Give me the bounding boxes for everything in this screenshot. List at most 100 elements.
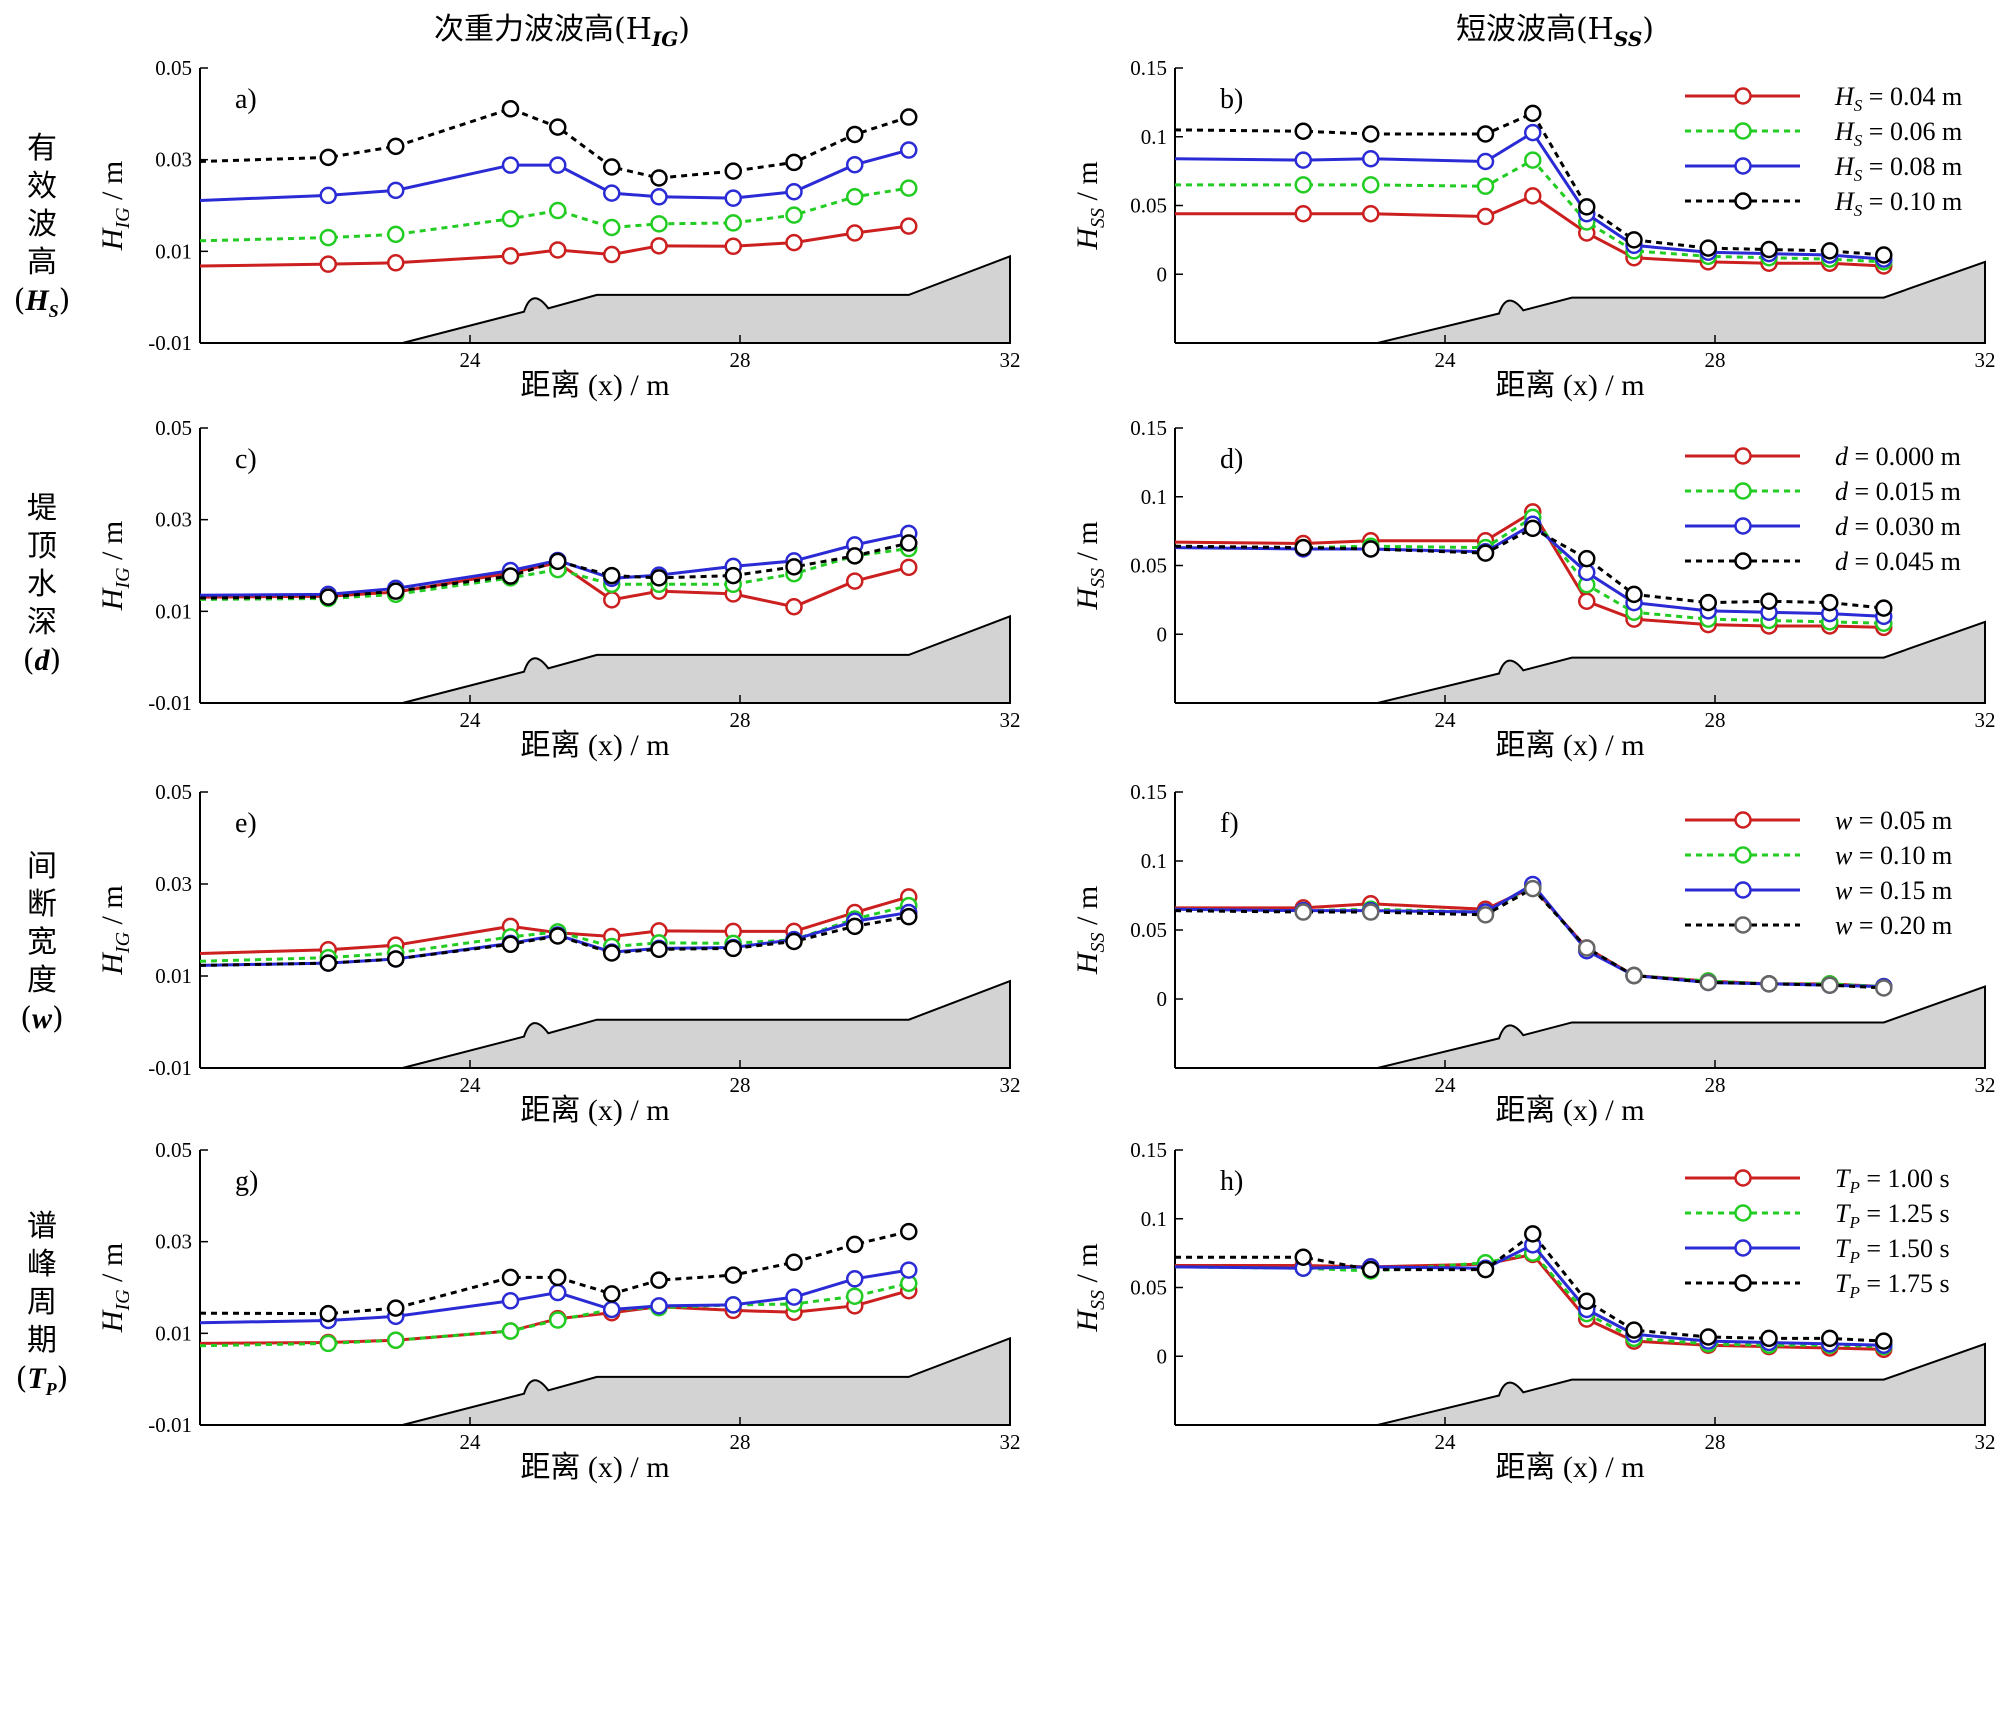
legend-label: TP = 1.00 s <box>1835 1164 1950 1197</box>
data-point <box>1476 906 1495 924</box>
data-point <box>603 591 621 609</box>
data-point <box>549 156 567 174</box>
data-point <box>501 567 520 585</box>
data-point <box>724 162 742 180</box>
legend-label: d = 0.045 m <box>1835 547 1961 576</box>
data-point <box>1699 973 1717 992</box>
right-title-text: 短波波高(H <box>1455 12 1614 47</box>
left-title-sub: IG <box>651 27 679 51</box>
data-point <box>1699 239 1717 257</box>
y-tick-label: 0.05 <box>155 780 192 804</box>
seabed-profile <box>402 254 1011 344</box>
data-point <box>1294 1248 1312 1266</box>
series-line-4 <box>1174 526 1884 610</box>
data-point <box>549 552 567 571</box>
data-point <box>1524 879 1542 898</box>
data-point <box>1294 538 1312 557</box>
panel-label: f) <box>1220 808 1239 839</box>
series-line-2 <box>199 1281 910 1348</box>
data-point <box>650 1297 668 1315</box>
data-point <box>900 141 918 159</box>
data-point <box>650 940 668 959</box>
data-point <box>319 186 337 205</box>
data-point <box>1362 1260 1380 1279</box>
data-point <box>387 254 405 272</box>
data-point <box>846 547 864 565</box>
legend-label: w = 0.10 m <box>1835 841 1952 870</box>
data-point <box>900 1261 918 1279</box>
data-point <box>846 188 864 206</box>
y-tick-label: 0.01 <box>155 239 192 263</box>
y-tick-label: 0.1 <box>1141 1207 1167 1231</box>
x-tick-label: 24 <box>460 708 482 732</box>
data-point <box>785 1253 803 1272</box>
legend-marker <box>1734 192 1752 210</box>
panel-label: d) <box>1220 444 1243 475</box>
data-point <box>724 566 742 585</box>
data-point <box>1625 1321 1643 1339</box>
series-line-1 <box>1175 885 1884 989</box>
x-tick-label: 24 <box>1435 1430 1457 1454</box>
data-point <box>1578 198 1596 216</box>
data-point <box>1699 593 1717 612</box>
y-tick-label: 0.03 <box>155 148 192 172</box>
y-tick-label: 0.03 <box>155 508 192 532</box>
data-point <box>650 188 668 206</box>
data-point <box>785 206 803 224</box>
data-point <box>319 588 337 606</box>
data-point <box>319 228 337 247</box>
data-point <box>1625 231 1643 249</box>
data-point <box>900 217 918 235</box>
y-tick-label: 0.03 <box>155 872 192 896</box>
x-tick-label: 32 <box>1000 708 1021 732</box>
y-axis-label: HSS / m <box>1071 886 1109 975</box>
data-point <box>1524 1225 1542 1243</box>
x-tick-label: 28 <box>1705 348 1726 372</box>
data-point <box>1524 123 1542 142</box>
series-line-4 <box>199 541 910 600</box>
data-point <box>900 534 918 552</box>
data-point <box>785 183 803 201</box>
x-tick-label: 24 <box>1435 1073 1457 1097</box>
data-point <box>1362 176 1380 194</box>
data-point <box>1294 176 1312 194</box>
legend-label: d = 0.015 m <box>1835 477 1961 506</box>
x-tick-label: 32 <box>1000 1073 1021 1097</box>
legend-label: TP = 1.75 s <box>1835 1269 1950 1302</box>
legend-marker <box>1734 482 1752 500</box>
data-point <box>1294 122 1312 140</box>
series-line-2 <box>199 547 909 601</box>
data-point <box>1821 242 1839 260</box>
data-point <box>785 598 803 616</box>
right-title-sub: SS <box>1613 27 1643 51</box>
data-point <box>1875 979 1893 997</box>
data-point <box>1760 1329 1778 1348</box>
y-tick-label: 0.03 <box>155 1230 192 1254</box>
data-point <box>319 255 337 273</box>
y-tick-label: 0.15 <box>1130 780 1167 804</box>
data-point <box>603 184 621 202</box>
y-tick-label: 0.15 <box>1130 1138 1167 1162</box>
x-tick-label: 24 <box>460 1430 482 1454</box>
data-point <box>846 155 864 174</box>
y-tick-label: 0.15 <box>1130 416 1167 440</box>
x-tick-label: 24 <box>460 1073 482 1097</box>
row-label-tp: 谱峰周期 (TP) <box>15 1209 69 1399</box>
data-point <box>387 181 405 200</box>
data-point <box>387 1331 405 1349</box>
data-point <box>900 907 918 926</box>
panel-label: e) <box>235 808 257 839</box>
series-line-2 <box>1174 885 1884 989</box>
data-point <box>724 939 742 958</box>
panel-f: 0 0.05 0.1 0.15 24 28 32 距离 (x) / m HSS / m f) w =… <box>1071 780 1996 1127</box>
y-tick-label: 0.01 <box>155 599 192 623</box>
y-tick-label: -0.01 <box>148 691 192 715</box>
data-point <box>1476 1260 1495 1279</box>
data-point <box>1476 207 1495 226</box>
data-point <box>603 566 621 585</box>
seabed-profile <box>1377 985 1986 1069</box>
seabed-profile <box>402 1336 1011 1426</box>
panel-label: h) <box>1220 1166 1243 1197</box>
legend-label: d = 0.000 m <box>1835 442 1961 471</box>
